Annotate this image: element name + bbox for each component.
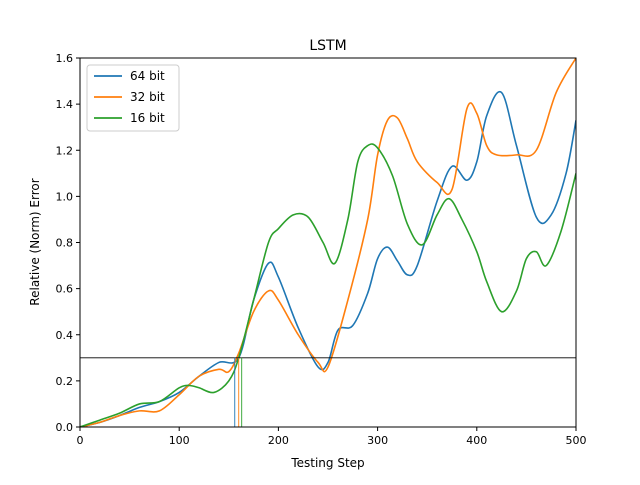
y-axis-label: Relative (Norm) Error <box>28 178 42 305</box>
y-tick-label: 1.6 <box>56 52 74 65</box>
legend-label-2: 32 bit <box>130 90 165 104</box>
x-tick-label: 300 <box>367 434 388 447</box>
y-tick-label: 1.0 <box>56 190 74 203</box>
x-tick-label: 500 <box>566 434 587 447</box>
y-tick-label: 1.4 <box>56 98 74 111</box>
legend: 64 bit 32 bit 16 bit <box>86 64 180 132</box>
x-tick-label: 200 <box>268 434 289 447</box>
y-tick-label: 0.0 <box>56 421 74 434</box>
y-tick-label: 0.4 <box>56 329 74 342</box>
y-tick-label: 0.8 <box>56 237 74 250</box>
x-axis-label: Testing Step <box>290 456 364 470</box>
series-line-3 <box>80 143 576 427</box>
plot-area <box>80 58 576 427</box>
series-line-1 <box>80 90 576 427</box>
legend-label-1: 64 bit <box>130 69 165 83</box>
legend-box <box>86 64 180 132</box>
axes: 0 100 200 300 400 500 0.0 0.2 0.4 0.6 0.8 1.0 1.2 1.4… <box>56 52 587 447</box>
series-line-2 <box>80 58 576 427</box>
x-tick-label: 0 <box>77 434 84 447</box>
x-tick-label: 400 <box>466 434 487 447</box>
y-tick-label: 0.6 <box>56 283 74 296</box>
chart-title: LSTM <box>309 38 346 54</box>
y-tick-label: 1.2 <box>56 144 74 157</box>
y-tick-label: 0.2 <box>56 375 74 388</box>
legend-label-3: 16 bit <box>130 111 165 125</box>
x-tick-label: 100 <box>169 434 190 447</box>
